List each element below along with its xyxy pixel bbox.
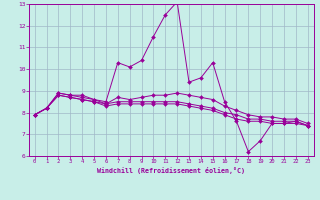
X-axis label: Windchill (Refroidissement éolien,°C): Windchill (Refroidissement éolien,°C) [97,167,245,174]
